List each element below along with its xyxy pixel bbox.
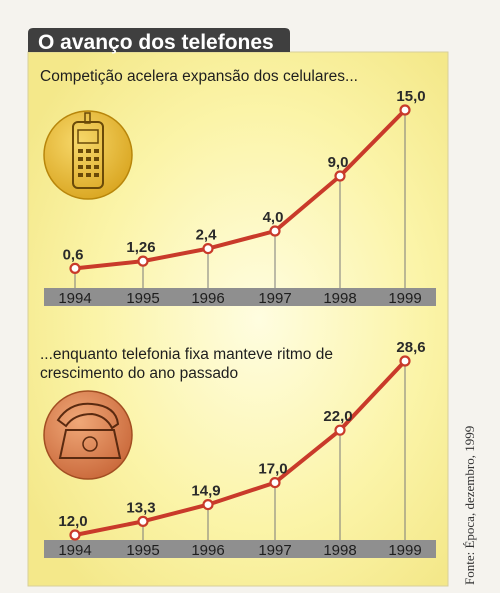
data-point <box>269 225 281 237</box>
data-label: 1,26 <box>126 239 155 256</box>
data-label: 4,0 <box>263 209 284 226</box>
x-tick-label: 1998 <box>323 542 356 559</box>
data-point <box>69 262 81 274</box>
x-tick-label: 1996 <box>191 542 224 559</box>
chart-mobile: Competição acelera expansão dos celulare… <box>40 68 436 307</box>
chart-landline: ...enquanto telefonia fixa manteve ritmo… <box>40 339 436 559</box>
data-point <box>334 170 346 182</box>
data-label: 12,0 <box>58 513 87 530</box>
data-label: 14,9 <box>191 483 220 500</box>
chart-title: O avanço dos telefones <box>38 31 274 54</box>
data-label: 0,6 <box>63 246 84 263</box>
data-label: 15,0 <box>396 88 425 105</box>
x-tick-label: 1995 <box>126 290 159 307</box>
data-label: 9,0 <box>328 154 349 171</box>
data-point <box>69 529 81 541</box>
chart-landline-subtitle-line-2: crescimento do ano passado <box>40 365 238 382</box>
series-line <box>73 359 407 537</box>
data-point <box>269 476 281 489</box>
chart-landline-subtitle-line-1: ...enquanto telefonia fixa manteve ritmo… <box>40 346 333 363</box>
x-tick-label: 1995 <box>126 542 159 559</box>
chart-mobile-subtitle: Competição acelera expansão dos celulare… <box>40 68 358 85</box>
title-tab: O avanço dos telefones <box>28 28 290 54</box>
source-credit: Fonte: Época, dezembro, 1999 <box>462 426 477 585</box>
x-axis-band <box>44 288 436 306</box>
x-tick-label: 1997 <box>258 542 291 559</box>
x-tick-label: 1998 <box>323 290 356 307</box>
series-line <box>73 108 407 271</box>
data-label: 17,0 <box>258 461 287 478</box>
data-point <box>202 243 214 255</box>
data-point <box>202 499 214 511</box>
x-tick-label: 1999 <box>388 542 421 559</box>
data-label: 13,3 <box>126 499 155 516</box>
x-tick-label: 1999 <box>388 290 421 307</box>
landline-phone-icon <box>43 390 133 480</box>
x-axis-band <box>44 540 436 558</box>
data-point <box>399 355 411 367</box>
mobile-phone-icon <box>43 110 133 200</box>
x-tick-label: 1994 <box>58 290 91 307</box>
data-point <box>137 255 149 267</box>
data-point <box>137 515 149 527</box>
x-tick-label: 1994 <box>58 542 91 559</box>
data-point <box>399 104 411 116</box>
data-label: 22,0 <box>323 408 352 425</box>
data-point <box>334 424 346 436</box>
x-tick-label: 1996 <box>191 290 224 307</box>
data-label: 2,4 <box>196 227 218 244</box>
x-tick-label: 1997 <box>258 290 291 307</box>
data-label: 28,6 <box>396 339 425 356</box>
